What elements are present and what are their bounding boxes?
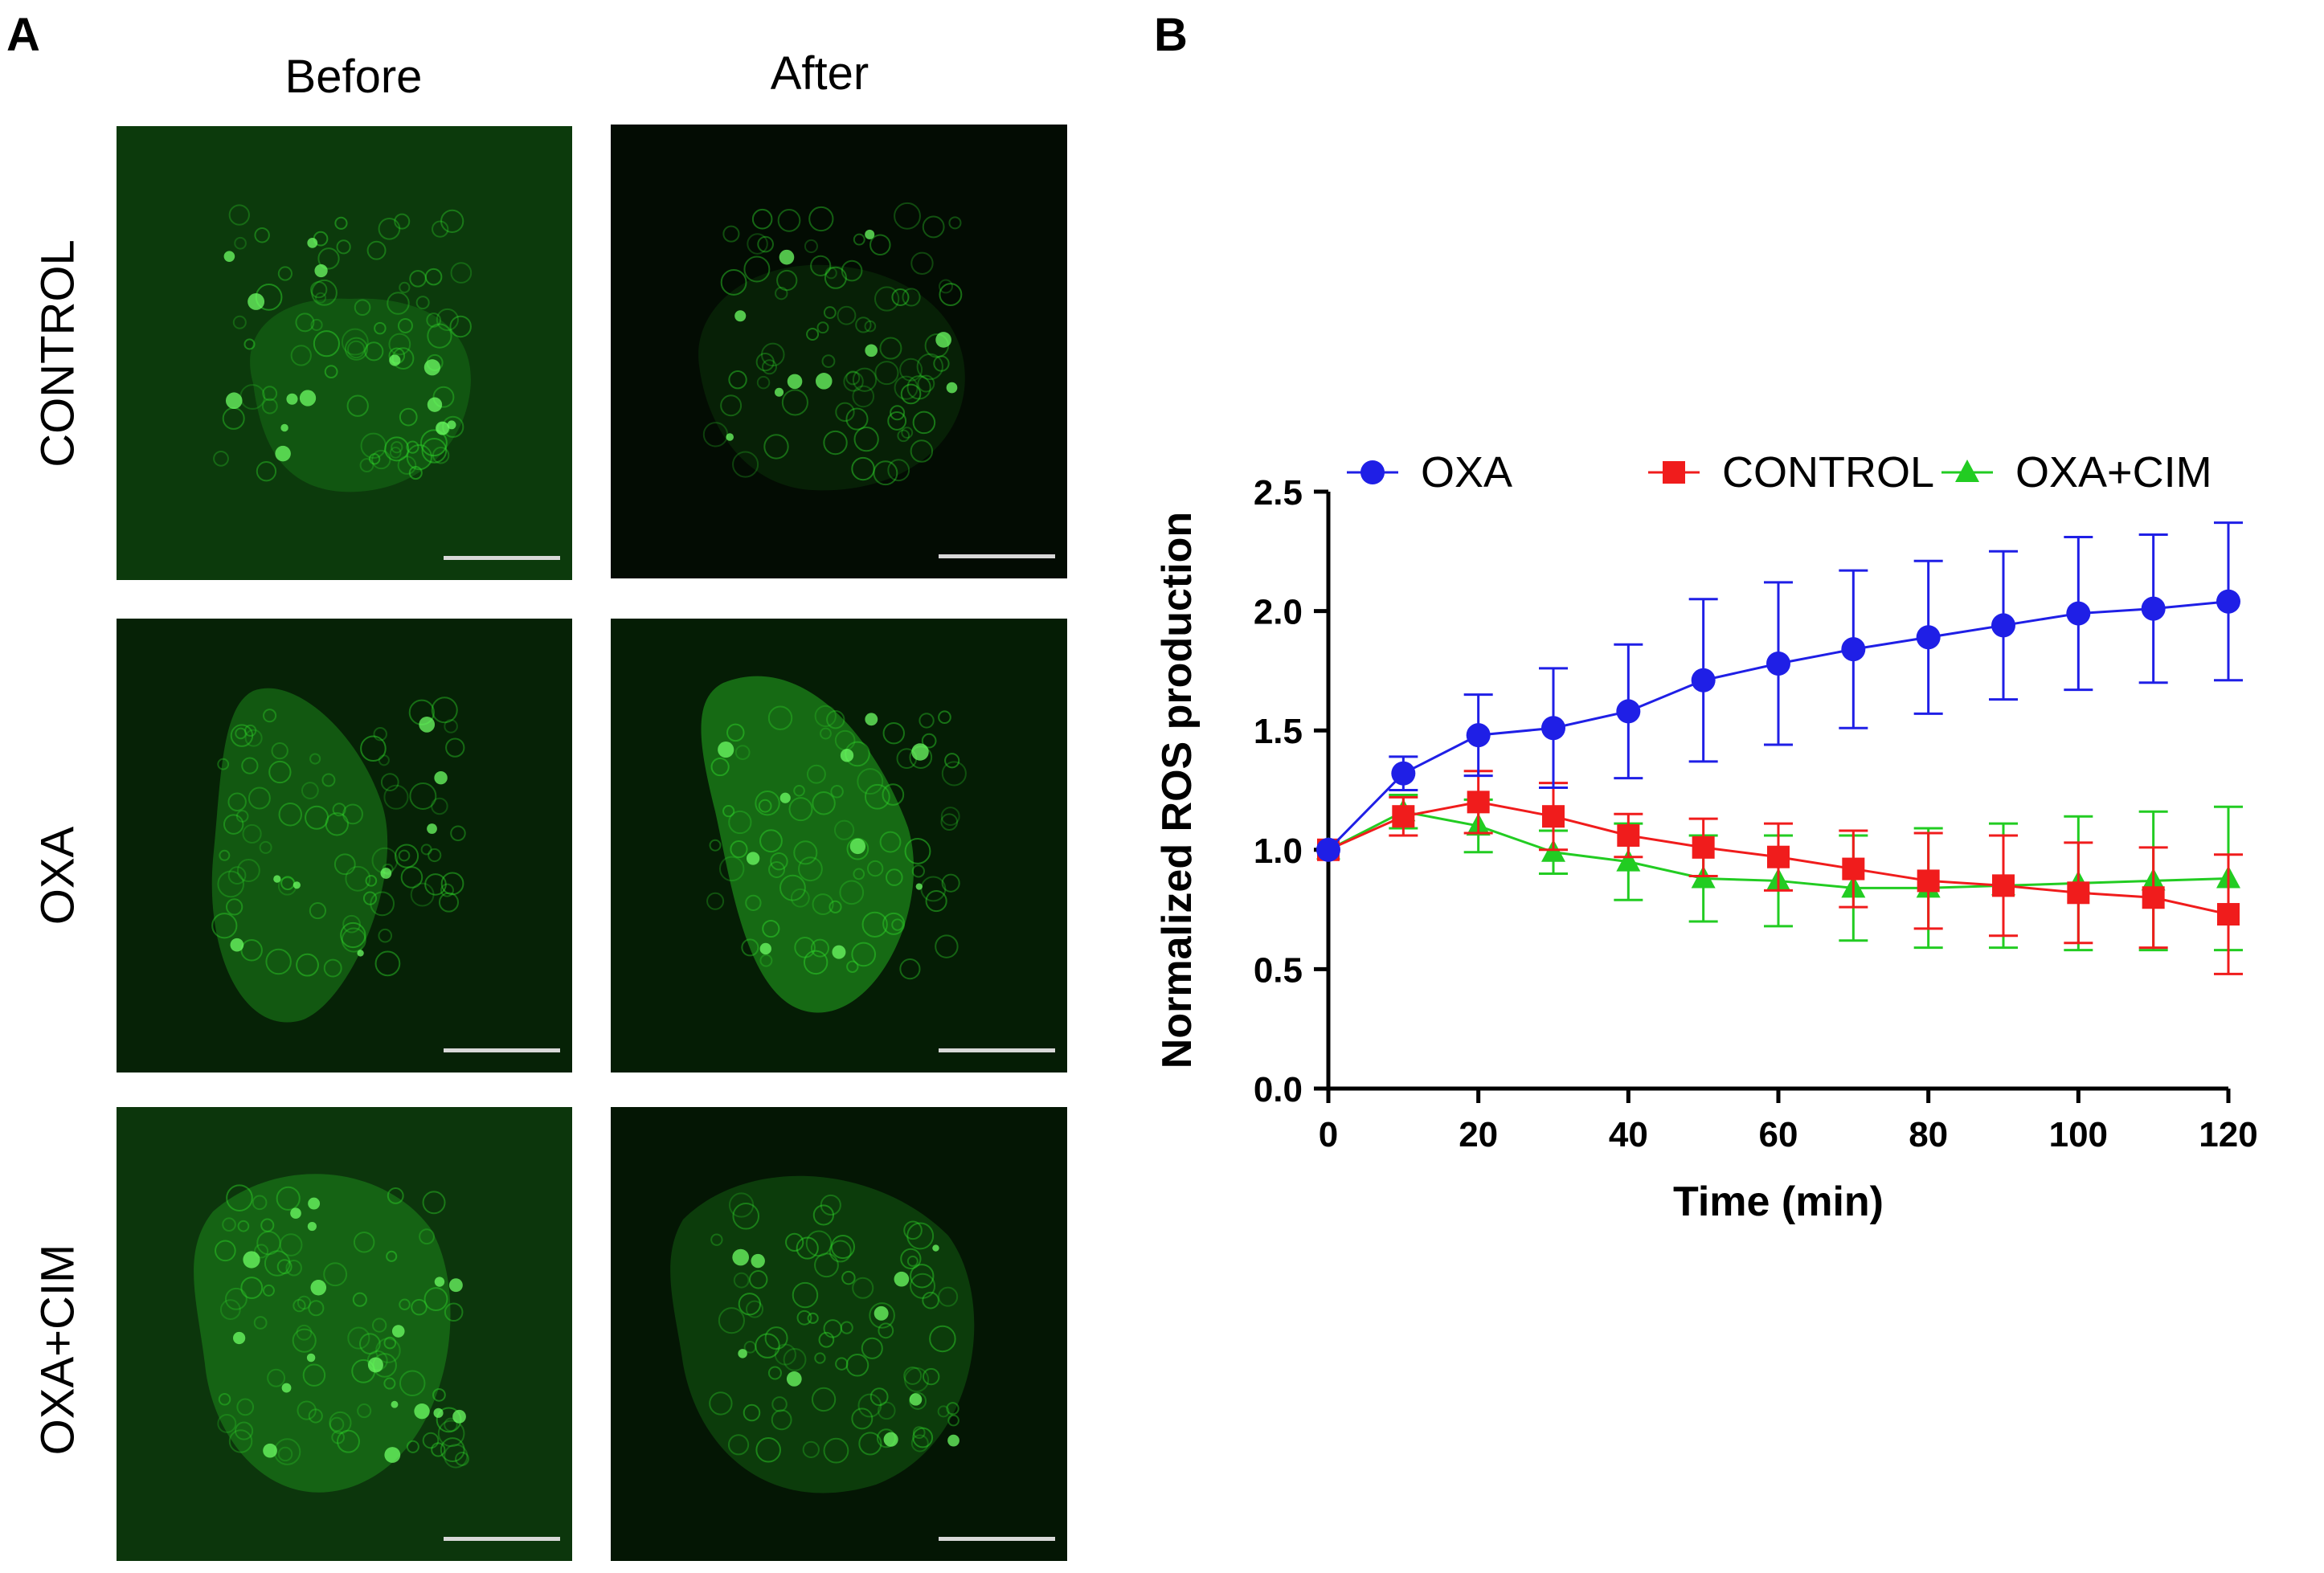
x-tick-label: 80 <box>1909 1115 1948 1154</box>
data-point <box>1766 651 1790 676</box>
micrograph-oxacim-after <box>611 1107 1067 1561</box>
scale-bar <box>444 1537 560 1541</box>
data-point <box>1316 837 1340 862</box>
scale-bar <box>939 1048 1055 1052</box>
x-tick-label: 20 <box>1459 1115 1498 1154</box>
y-tick-label: 1.0 <box>1254 831 1303 871</box>
data-point <box>1392 805 1415 828</box>
data-point <box>1616 848 1641 872</box>
data-point <box>1617 823 1640 847</box>
x-axis-title: Time (min) <box>1673 1179 1884 1225</box>
x-tick-label: 100 <box>2049 1115 2108 1154</box>
data-point <box>1767 845 1790 868</box>
row-label-oxa-cim: OXA+CIM <box>31 1244 84 1456</box>
y-tick-label: 1.5 <box>1254 712 1303 751</box>
series-oxa <box>1316 521 2243 862</box>
y-axis-title: Normalized ROS production <box>1154 512 1201 1068</box>
data-point <box>1916 625 1941 650</box>
scale-bar <box>939 1537 1055 1541</box>
data-point <box>1991 613 2015 638</box>
panel-a-label: A <box>6 9 40 61</box>
data-point <box>1691 668 1716 693</box>
column-label-before: Before <box>284 51 423 103</box>
data-point <box>1917 869 1940 893</box>
x-tick-label: 40 <box>1609 1115 1648 1154</box>
x-tick-label: 0 <box>1319 1115 1338 1154</box>
x-tick-label: 120 <box>2199 1115 2257 1154</box>
y-tick-label: 0.5 <box>1254 950 1303 990</box>
scale-bar <box>444 1048 560 1052</box>
micrograph-control-before <box>117 126 572 580</box>
legend-label: OXA <box>1421 448 1512 496</box>
panel-b-label: B <box>1154 9 1188 61</box>
data-point <box>2067 881 2090 905</box>
legend-label: CONTROL <box>1722 448 1934 496</box>
cell-cluster <box>701 676 914 1013</box>
data-point <box>1841 637 1866 662</box>
ros-line-chart: 0.0 0.5 1.0 1.5 2.0 2.5 0 20 40 60 80 100 120 Time (m… <box>1154 448 2258 1225</box>
scale-bar <box>444 556 560 560</box>
y-tick-label: 0.0 <box>1254 1070 1303 1109</box>
cell-cluster <box>194 1174 451 1493</box>
scale-bar <box>939 554 1055 558</box>
legend-label: OXA+CIM <box>2015 448 2212 496</box>
data-point <box>1467 791 1490 814</box>
series-control <box>1317 770 2243 975</box>
data-point <box>2066 601 2091 626</box>
data-point <box>1541 716 1565 741</box>
data-point <box>2142 886 2165 909</box>
micrograph-oxa-after <box>611 619 1067 1072</box>
data-point <box>1391 761 1416 786</box>
y-tick-label: 2.0 <box>1254 593 1303 632</box>
cell-cluster <box>698 264 965 491</box>
data-point <box>1466 723 1491 748</box>
micrograph-oxacim-before <box>117 1107 572 1561</box>
row-label-oxa: OXA <box>31 826 84 925</box>
micrograph-control-after <box>611 125 1067 578</box>
data-point <box>2217 903 2240 926</box>
legend-item-oxa: OXA <box>1347 448 1512 496</box>
legend-marker <box>1663 461 1685 484</box>
y-tick-label: 2.5 <box>1254 473 1303 513</box>
data-point <box>2141 596 2166 621</box>
legend-item-control: CONTROL <box>1648 448 1934 496</box>
data-point <box>1692 836 1715 859</box>
data-point <box>1616 699 1641 724</box>
legend: OXA CONTROL OXA+CIM <box>1347 448 2212 496</box>
data-point <box>2216 589 2240 614</box>
legend-marker <box>1955 460 1979 482</box>
legend-marker <box>1360 460 1385 484</box>
x-tick-label: 60 <box>1759 1115 1798 1154</box>
cell-cluster <box>211 688 388 1023</box>
cell-cluster <box>250 298 471 492</box>
micrograph-oxa-before <box>117 619 572 1072</box>
data-point <box>1542 805 1565 828</box>
data-point <box>1842 857 1865 880</box>
data-point <box>1992 874 2015 897</box>
legend-item-oxa-cim: OXA+CIM <box>1941 448 2212 496</box>
row-label-control: CONTROL <box>31 239 84 468</box>
column-label-after: After <box>770 47 869 100</box>
